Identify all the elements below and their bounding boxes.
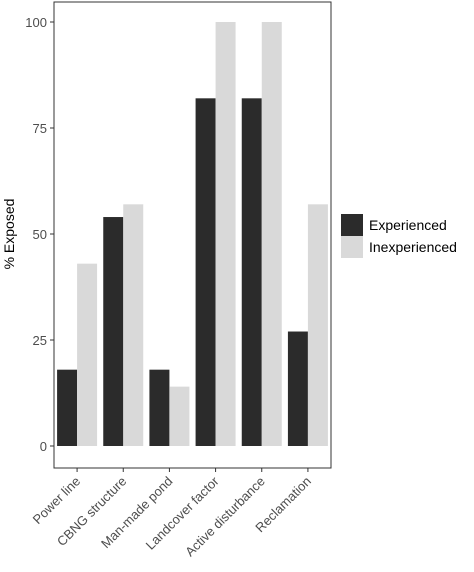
y-tick-label-0: 0 xyxy=(40,439,47,454)
legend-label-inexperienced: Inexperienced xyxy=(369,239,457,255)
bar-inexperienced-3 xyxy=(169,386,190,446)
legend-key-inexperienced xyxy=(341,236,363,258)
bar-inexperienced-4 xyxy=(215,22,236,446)
legend-key-experienced xyxy=(341,214,363,236)
y-axis: 0 25 50 75 100 xyxy=(25,15,54,454)
bar-experienced-6 xyxy=(287,331,308,446)
bar-inexperienced-2 xyxy=(123,204,144,446)
legend-label-experienced: Experienced xyxy=(369,217,447,233)
panel-border xyxy=(53,1,332,469)
bar-inexperienced-1 xyxy=(77,263,98,446)
y-tick-label-25: 25 xyxy=(33,333,47,348)
bar-experienced-4 xyxy=(195,98,216,446)
bar-experienced-1 xyxy=(57,369,78,446)
bar-experienced-3 xyxy=(149,369,170,446)
y-axis-title: % Exposed xyxy=(1,199,17,270)
y-tick-label-75: 75 xyxy=(33,121,47,136)
bars-layer xyxy=(57,22,328,446)
bar-inexperienced-6 xyxy=(307,204,328,446)
legend: Experienced Inexperienced xyxy=(341,214,457,258)
y-tick-label-50: 50 xyxy=(33,227,47,242)
bar-experienced-5 xyxy=(241,98,262,446)
bar-inexperienced-5 xyxy=(261,22,282,446)
y-tick-label-100: 100 xyxy=(25,15,47,30)
bar-experienced-2 xyxy=(103,217,124,446)
